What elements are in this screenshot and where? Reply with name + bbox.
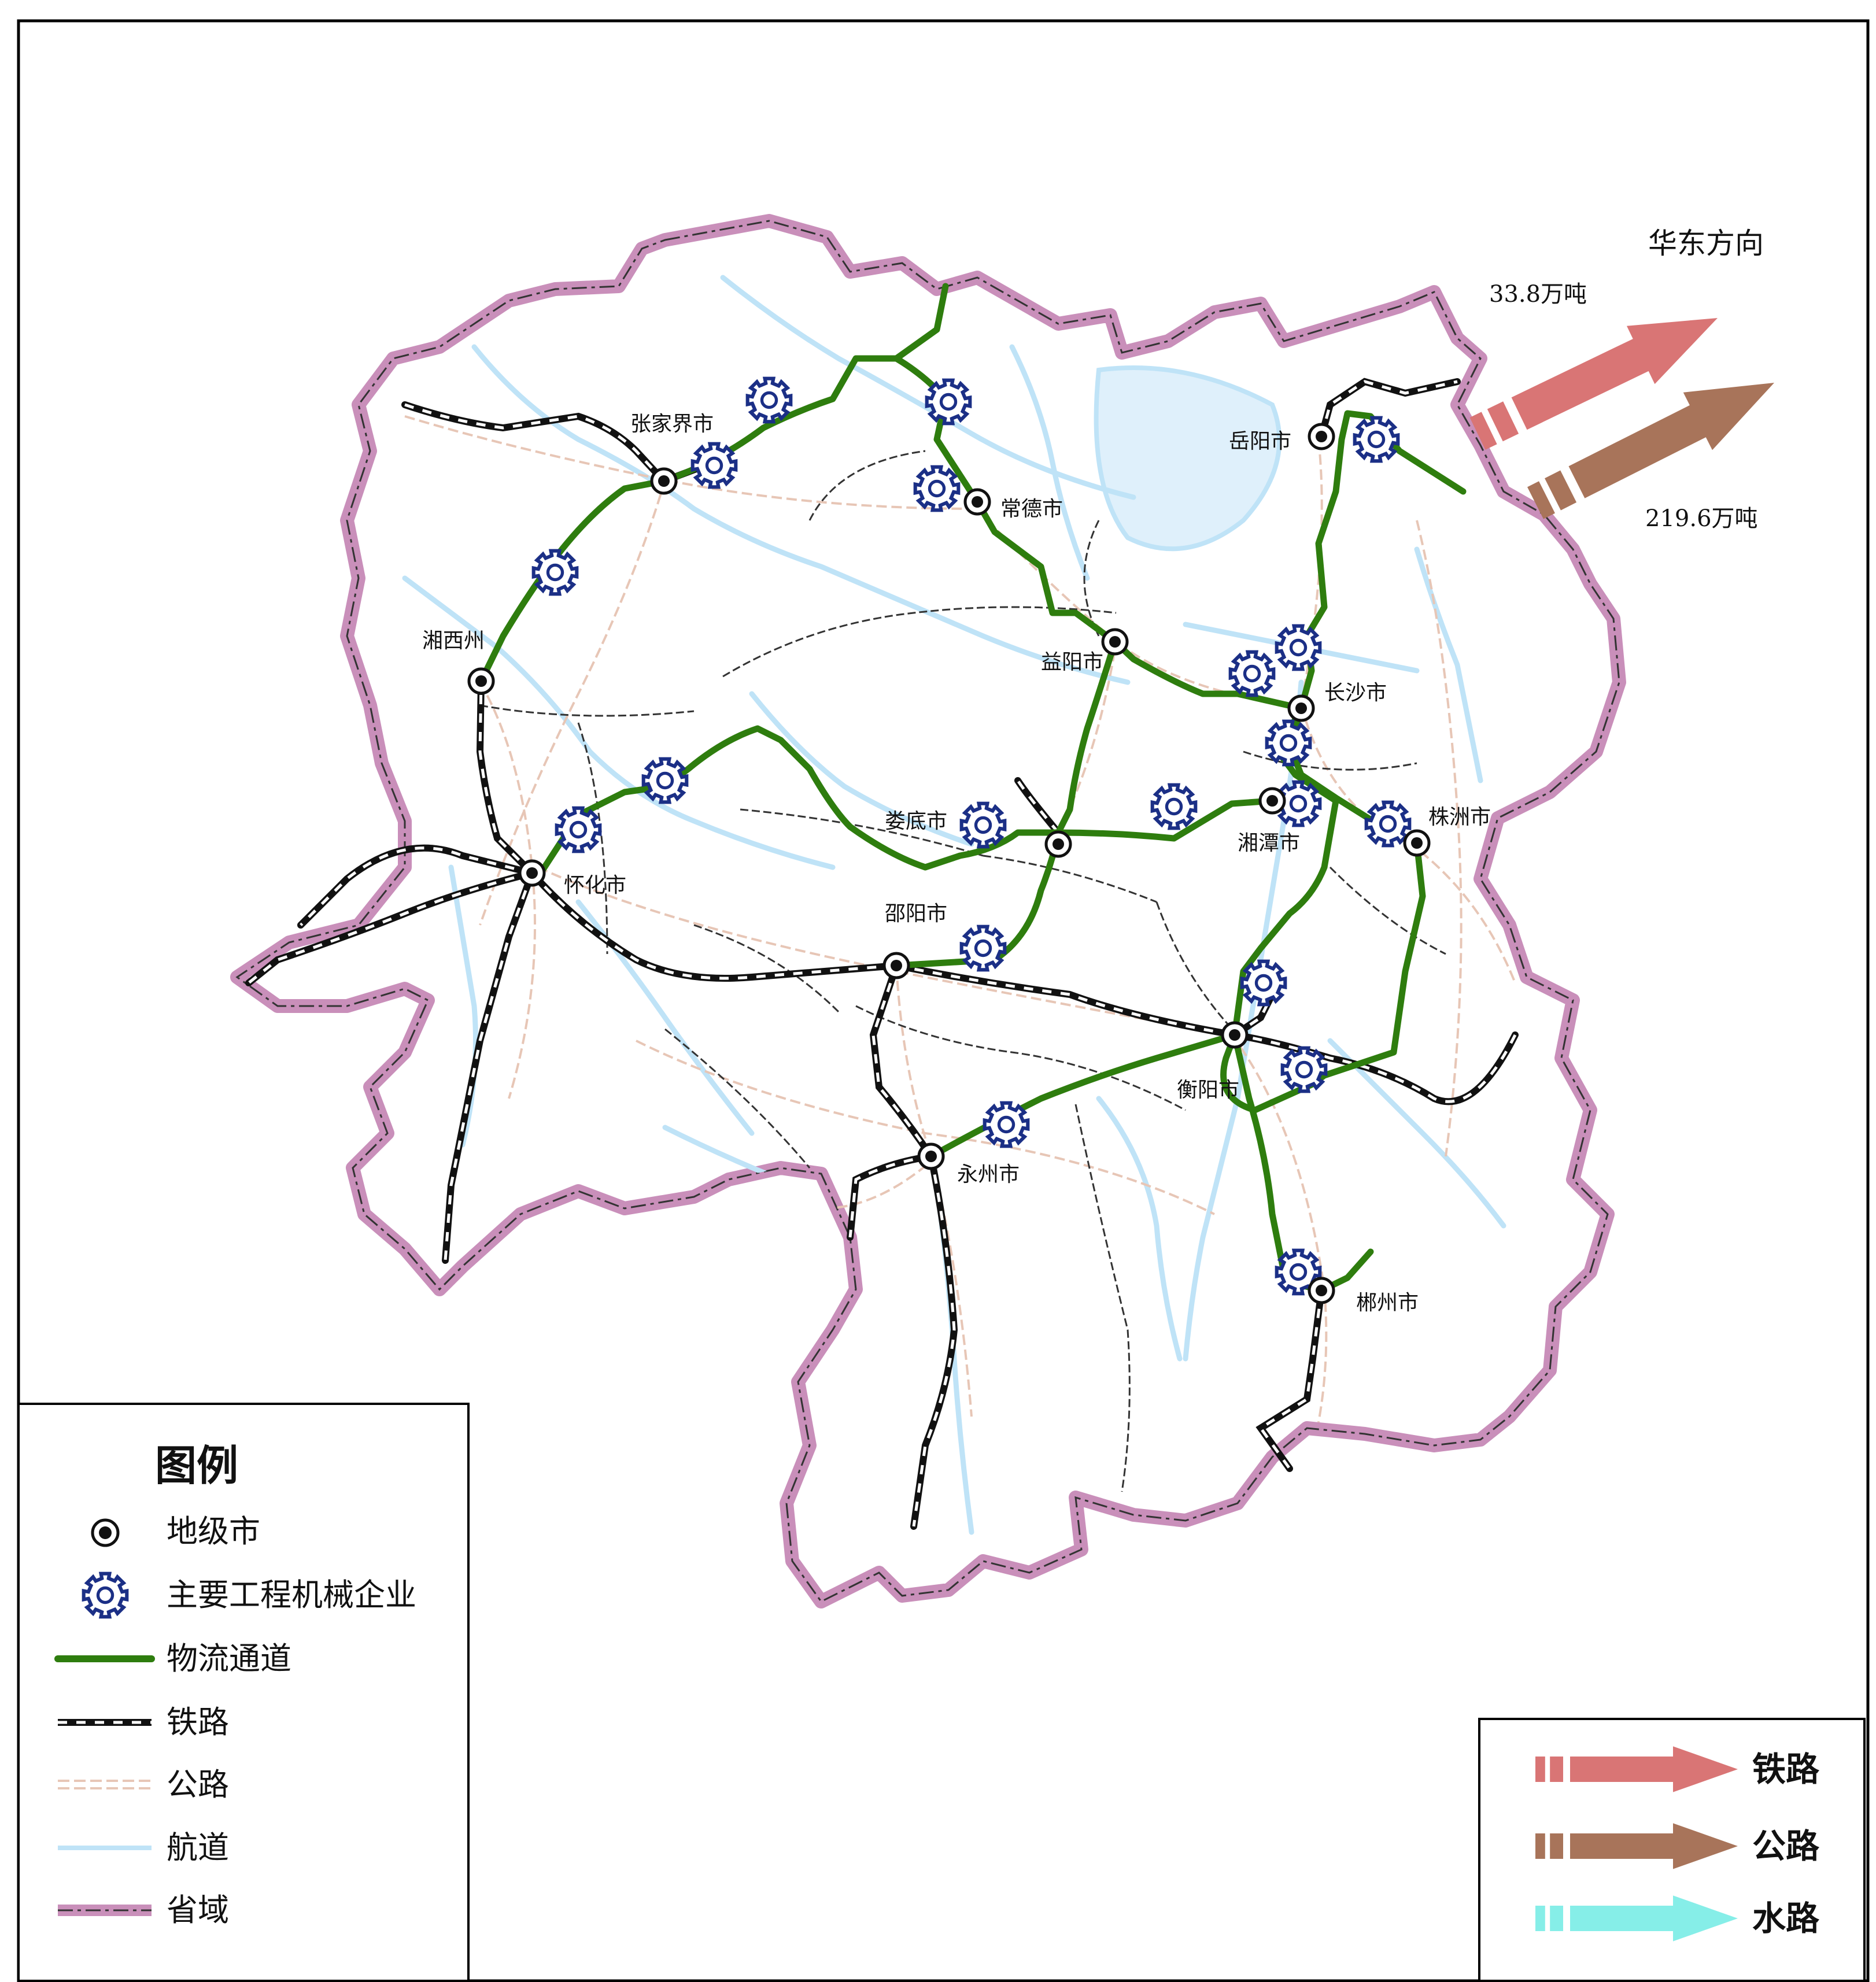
east-china-flows: 华东方向 33.8万吨 219.6万吨: [1469, 227, 1775, 532]
city-marker-changsha: [1287, 694, 1315, 722]
legend-row-2: 物流通道: [54, 1640, 291, 1677]
enterprise-gear-icon: [641, 757, 689, 804]
enterprise-gear-icon: [1353, 416, 1400, 463]
lake-area: [1094, 365, 1282, 552]
city-marker-chenzhou: [1308, 1277, 1335, 1304]
enterprise-gear-icon: [555, 806, 602, 853]
legend-label: 公路: [167, 1766, 229, 1803]
province-border: [230, 214, 1626, 1608]
city-label-zhangjiajie: 张家界市: [630, 412, 714, 436]
enterprise-gear-icon: [1240, 959, 1287, 1007]
city-marker-zhuzhou: [1403, 829, 1431, 857]
city-label-hengyang: 衡阳市: [1177, 1078, 1239, 1102]
city-dot-icon: [91, 1518, 120, 1547]
city-marker-yueyang: [1308, 423, 1335, 450]
city-label-xiangtan: 湘潭市: [1238, 831, 1300, 855]
enterprise-gear-icon: [1275, 780, 1322, 827]
legend-row-5: 航道: [58, 1829, 229, 1866]
enterprise-gear-icon: [1228, 650, 1276, 697]
enterprise-gear-icon: [1275, 624, 1322, 671]
rail-flow-arrow: [1469, 318, 1718, 450]
road-arrow-icon: [1535, 1823, 1738, 1869]
rail-volume-label: 33.8万吨: [1489, 281, 1587, 308]
city-label-chenzhou: 郴州市: [1356, 1291, 1419, 1315]
railway-network: [245, 378, 1519, 1530]
logistics-corridor: [1231, 705, 1339, 1038]
legend-row-1: 主要工程机械企业: [82, 1571, 416, 1619]
city-marker-yongzhou: [917, 1142, 945, 1170]
legend-row-3: 铁路: [58, 1704, 229, 1740]
gear-icon: [82, 1571, 129, 1619]
rail-arrow-icon: [1535, 1746, 1738, 1792]
mode-label: 水路: [1752, 1899, 1820, 1938]
enterprise-gear-icon: [690, 442, 738, 489]
city-label-yiyang: 益阳市: [1041, 650, 1103, 674]
city-label-shaoyang: 邵阳市: [885, 902, 947, 926]
legend-label: 铁路: [167, 1704, 229, 1740]
mode-label: 公路: [1752, 1826, 1820, 1866]
city-marker-shaoyang: [882, 952, 910, 979]
logistics-corridor: [537, 725, 1305, 877]
legend-box: [17, 1403, 470, 1982]
enterprise-gear-icon: [82, 1571, 129, 1619]
city-markers: [467, 423, 1431, 1304]
road-flow-arrow: [1527, 383, 1775, 519]
enterprise-gear-icon: [1280, 1046, 1328, 1093]
enterprise-gear-icon: [983, 1101, 1030, 1148]
enterprise-gear-icon: [745, 376, 793, 424]
mode-row-2: 水路: [1535, 1895, 1820, 1942]
city-label-yongzhou: 永州市: [957, 1163, 1020, 1186]
enterprise-gear-icon: [1364, 800, 1412, 848]
legend-label: 物流通道: [167, 1640, 291, 1677]
enterprise-gear-icon: [913, 465, 961, 512]
city-label-changde: 常德市: [1000, 497, 1063, 521]
city-label-changsha: 长沙市: [1324, 681, 1387, 705]
logistics-corridor: [893, 638, 1118, 969]
road-volume-label: 219.6万吨: [1645, 505, 1758, 532]
enterprise-gear-icon: [959, 801, 1007, 849]
city-marker-loudi: [1044, 830, 1072, 858]
city-marker-zhangjiajie: [650, 467, 678, 495]
city-marker-huaihua: [518, 859, 546, 887]
water-arrow-icon: [1535, 1895, 1738, 1942]
city-label-yueyang: 岳阳市: [1229, 430, 1291, 453]
legend-row-6: 省域: [58, 1892, 229, 1928]
mode-row-1: 公路: [1535, 1823, 1820, 1869]
enterprise-gear-icon: [531, 549, 579, 596]
enterprise-markers: [531, 376, 1412, 1296]
legend-label: 航道: [167, 1829, 229, 1866]
mode-label: 铁路: [1752, 1750, 1820, 1789]
enterprise-gear-icon: [1150, 783, 1198, 830]
enterprise-gear-icon: [925, 378, 972, 426]
legend-label: 主要工程机械企业: [167, 1577, 416, 1613]
enterprise-gear-icon: [1275, 1248, 1322, 1296]
flow-direction-label: 华东方向: [1648, 227, 1764, 260]
legend-title: 图例: [155, 1441, 238, 1490]
mode-row-0: 铁路: [1535, 1746, 1820, 1792]
legend-label: 地级市: [167, 1513, 260, 1550]
city-marker-hengyang: [1221, 1021, 1249, 1049]
city-label-loudi: 娄底市: [885, 809, 947, 833]
city-marker-xiangxi: [467, 667, 495, 695]
city-label-xiangxi: 湘西州: [422, 629, 485, 653]
map-frame: [17, 19, 1870, 1982]
city-label-zhuzhou: 株洲市: [1428, 805, 1491, 829]
city-marker-changde: [963, 488, 991, 516]
legend-label: 省域: [167, 1892, 229, 1928]
legend-row-0: 地级市: [91, 1513, 260, 1550]
logistics-corridor: [928, 1031, 1238, 1160]
enterprise-gear-icon: [1265, 719, 1312, 767]
city-label-huaihua: 怀化市: [564, 874, 626, 897]
enterprise-gear-icon: [959, 925, 1007, 972]
legend-row-4: 公路: [58, 1766, 229, 1803]
city-marker-xiangtan: [1258, 787, 1286, 815]
city-marker-yiyang: [1101, 628, 1129, 656]
